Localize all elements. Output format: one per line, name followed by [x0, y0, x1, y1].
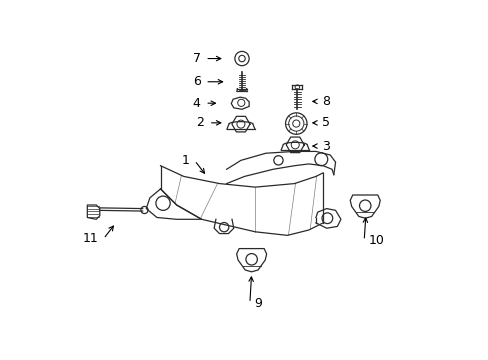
- Text: 4: 4: [192, 97, 200, 110]
- Text: 8: 8: [322, 95, 330, 108]
- Text: 6: 6: [192, 75, 200, 88]
- Text: 9: 9: [254, 297, 262, 310]
- Text: 5: 5: [322, 116, 330, 129]
- Text: 10: 10: [368, 234, 384, 247]
- Text: 2: 2: [196, 116, 203, 129]
- Text: 11: 11: [83, 233, 99, 246]
- Text: 7: 7: [192, 52, 200, 65]
- Text: 3: 3: [322, 140, 329, 153]
- Text: 1: 1: [182, 154, 189, 167]
